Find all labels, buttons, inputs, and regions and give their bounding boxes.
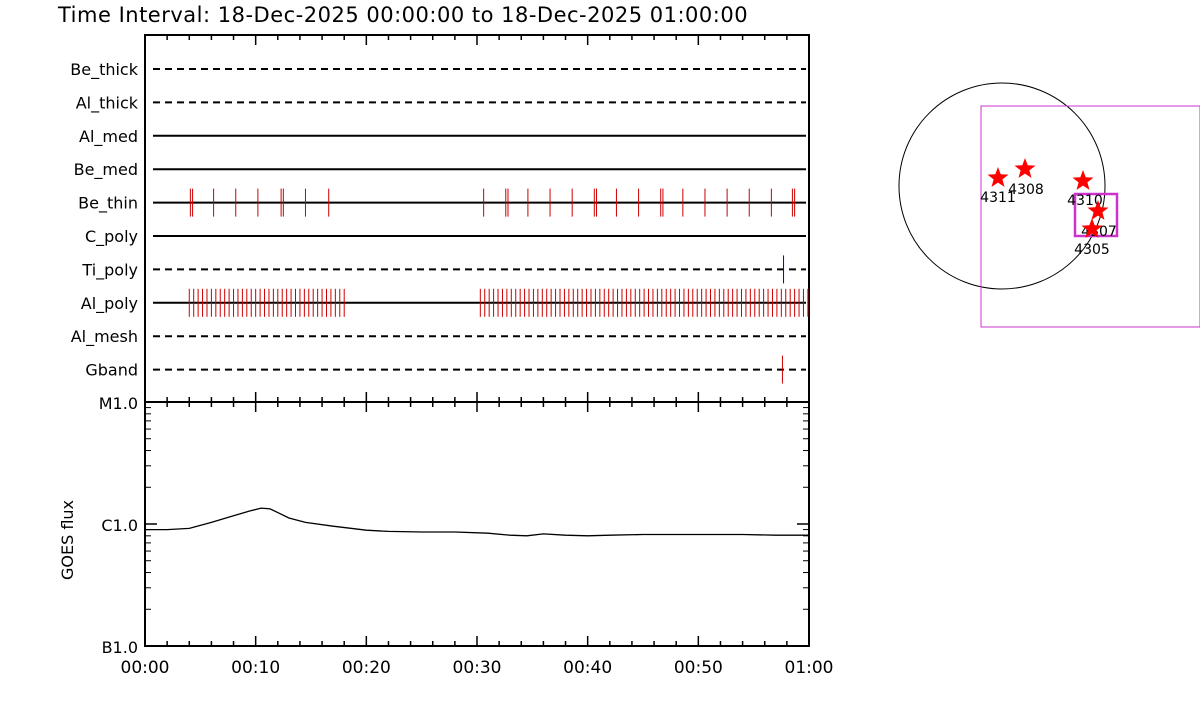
goes-flux-line [145, 507, 809, 537]
goes-frame [144, 401, 810, 647]
fov-box-large [980, 105, 1200, 328]
channel-label: Al_med [79, 127, 138, 147]
channel-label: Al_poly [81, 294, 138, 314]
goes-y-tick-label: C1.0 [101, 516, 138, 535]
region-star [1087, 200, 1109, 220]
goes-x-tick-label: 00:50 [674, 658, 723, 678]
region-label: 4310 [1067, 193, 1103, 209]
region-star [1014, 158, 1036, 178]
region-label: 4308 [1008, 182, 1044, 198]
goes-x-tick-label: 00:30 [453, 658, 502, 678]
channel-label: Be_thick [70, 60, 138, 80]
channel-label: Be_med [74, 160, 138, 180]
region-star [1072, 170, 1094, 190]
goes-y-axis-label: GOES flux [58, 500, 77, 580]
goes-x-tick-label: 01:00 [785, 658, 834, 678]
raster-frame [144, 34, 810, 403]
region-star [987, 167, 1009, 187]
region-label: 4311 [980, 190, 1016, 206]
channel-label: Al_mesh [71, 327, 138, 347]
channel-label: Ti_poly [81, 260, 138, 280]
page-title: Time Interval: 18-Dec-2025 00:00:00 to 1… [58, 3, 749, 27]
channel-label: C_poly [85, 227, 138, 247]
region-label: 4305 [1074, 242, 1110, 258]
channel-label: Gband [85, 361, 138, 380]
channel-label: Al_thick [76, 93, 139, 113]
goes-x-tick-label: 00:00 [121, 658, 170, 678]
solar-limb [898, 82, 1106, 290]
goes-y-tick-label: B1.0 [102, 638, 138, 657]
goes-x-tick-label: 00:10 [231, 658, 280, 678]
region-star [1081, 218, 1103, 238]
goes-y-tick-label: M1.0 [99, 394, 138, 413]
goes-x-tick-label: 00:40 [563, 658, 612, 678]
channel-label: Be_thin [78, 194, 138, 214]
goes-x-tick-label: 00:20 [342, 658, 391, 678]
